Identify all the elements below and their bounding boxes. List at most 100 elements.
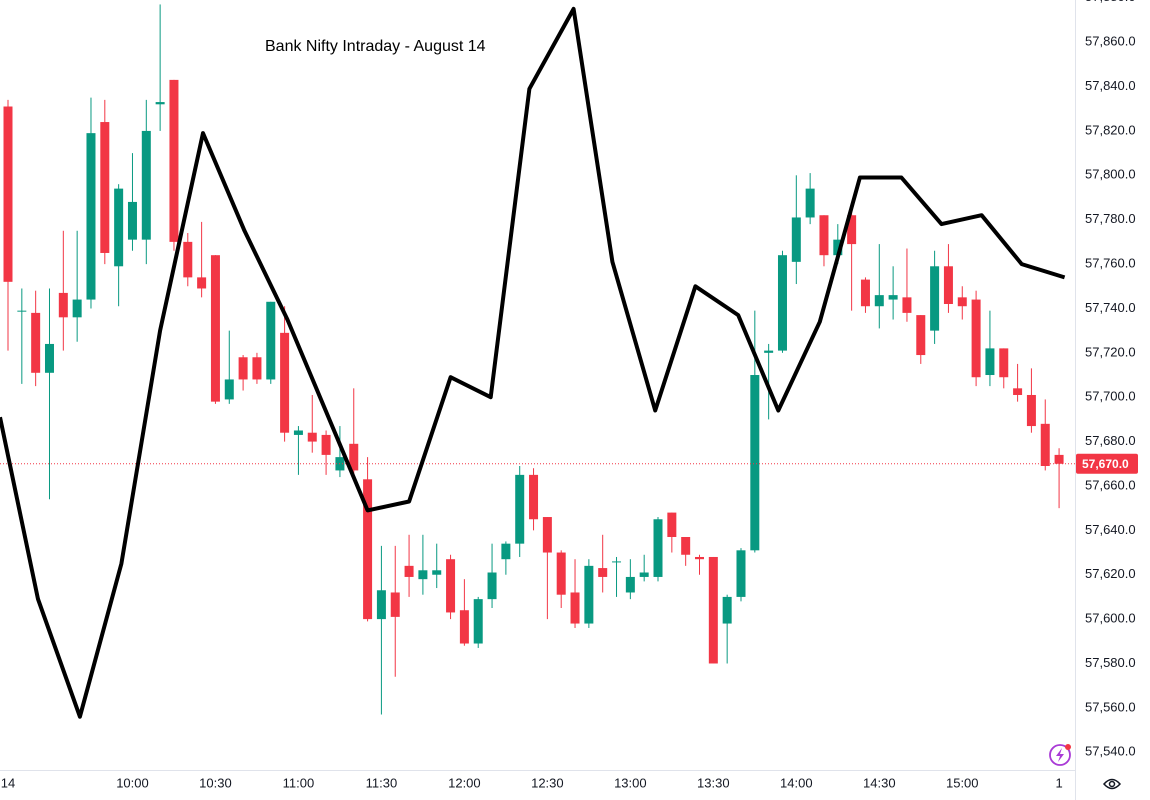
candle-body <box>210 255 220 402</box>
candle-body <box>155 102 165 105</box>
x-tick-label: 14 <box>1 775 15 790</box>
x-tick-label: 11:00 <box>283 775 315 790</box>
candle-body <box>349 443 359 471</box>
candle-body <box>376 590 386 620</box>
candle-body <box>307 432 317 442</box>
y-tick-label: 57,600.0 <box>1085 611 1136 626</box>
candle-body <box>542 517 552 553</box>
y-tick-label: 57,780.0 <box>1085 211 1136 226</box>
candle-body <box>1040 423 1050 466</box>
candle-body <box>293 430 303 435</box>
candle-body <box>529 474 539 520</box>
candle-body <box>252 357 262 380</box>
y-tick-label: 57,720.0 <box>1085 344 1136 359</box>
candle-body <box>321 434 331 455</box>
candle-body <box>736 550 746 597</box>
candle-body <box>1013 388 1023 395</box>
candle-body <box>501 543 511 560</box>
candle-body <box>432 570 442 575</box>
candle-body <box>446 559 456 613</box>
candle-body <box>1026 394 1036 427</box>
candle-body <box>570 592 580 624</box>
candle-body <box>17 310 27 312</box>
candle-body <box>224 379 234 400</box>
settings-icon[interactable] <box>1102 778 1122 790</box>
axes: 57,540.0 57,560.0 57,580.0 57,600.0 57,620.0… <box>1 0 1138 790</box>
alert-icon[interactable] <box>1049 744 1071 766</box>
y-tick-label: 57,880.0 <box>1085 0 1136 4</box>
candle-body <box>999 348 1009 378</box>
y-tick-label: 57,820.0 <box>1085 122 1136 137</box>
plot-area <box>0 4 1075 719</box>
candle-body <box>556 552 566 595</box>
candle-body <box>791 217 801 262</box>
candle-body <box>44 343 54 373</box>
y-tick-label: 57,540.0 <box>1085 744 1136 759</box>
y-tick-label: 57,640.0 <box>1085 522 1136 537</box>
candle-body <box>916 315 926 356</box>
x-tick-label: 13:00 <box>614 775 647 790</box>
candle-body <box>72 299 82 318</box>
candle-body <box>874 295 884 307</box>
candle-body <box>764 350 774 353</box>
candle-body <box>750 375 760 551</box>
candle-body <box>31 312 41 373</box>
overlay-line <box>0 6 1066 719</box>
candle-body <box>695 556 704 560</box>
candle-body <box>459 610 469 644</box>
y-tick-label: 57,620.0 <box>1085 566 1136 581</box>
candle-body <box>943 266 953 305</box>
candle-body <box>957 297 967 307</box>
candle-body <box>833 239 843 256</box>
candle-body <box>639 572 649 577</box>
chart-title: Bank Nifty Intraday - August 14 <box>265 38 486 55</box>
candle-body <box>930 266 940 331</box>
candle-body <box>127 201 137 240</box>
candle-body <box>418 570 428 580</box>
y-tick-label: 57,840.0 <box>1085 78 1136 93</box>
y-tick-label: 57,560.0 <box>1085 699 1136 714</box>
candle-body <box>598 568 608 577</box>
candle-body <box>805 188 815 218</box>
x-tick-label: 11:30 <box>366 775 398 790</box>
y-tick-label: 57,760.0 <box>1085 256 1136 271</box>
y-tick-label: 57,800.0 <box>1085 167 1136 182</box>
x-tick-label: 10:00 <box>116 775 149 790</box>
candle-body <box>902 297 912 313</box>
candle-body <box>625 576 635 593</box>
x-tick-label: 14:00 <box>780 775 813 790</box>
x-tick-label: 12:30 <box>531 775 564 790</box>
last-price-box <box>1076 453 1138 474</box>
candle-body <box>169 79 179 242</box>
candle-body <box>86 133 96 300</box>
candle-body <box>238 357 248 380</box>
x-tick-label: 13:30 <box>697 775 730 790</box>
candle-body <box>777 255 787 351</box>
candle-body <box>584 565 594 624</box>
y-tick-label: 57,580.0 <box>1085 655 1136 670</box>
candle-body <box>100 122 110 253</box>
x-tick-label: 1 <box>1055 775 1062 790</box>
x-tick-label: 10:30 <box>199 775 232 790</box>
candle-body <box>653 519 663 577</box>
candle-body <box>971 299 981 378</box>
candle-body <box>612 561 622 563</box>
candle-body <box>3 106 13 282</box>
candle-body <box>888 295 898 300</box>
y-tick-label: 57,860.0 <box>1085 34 1136 49</box>
x-tick-label: 14:30 <box>863 775 896 790</box>
candle-body <box>266 301 276 380</box>
candle-body <box>681 537 691 555</box>
candle-body <box>708 556 718 664</box>
candle-body <box>197 277 207 289</box>
candle-body <box>141 130 151 240</box>
candle-body <box>1054 454 1064 464</box>
candle-body <box>58 292 68 318</box>
x-tick-label: 15:00 <box>946 775 979 790</box>
y-tick-label: 57,680.0 <box>1085 433 1136 448</box>
candle-body <box>667 512 677 538</box>
last-price-label: 57,670.0 <box>1082 457 1129 471</box>
candle-body <box>280 332 290 433</box>
